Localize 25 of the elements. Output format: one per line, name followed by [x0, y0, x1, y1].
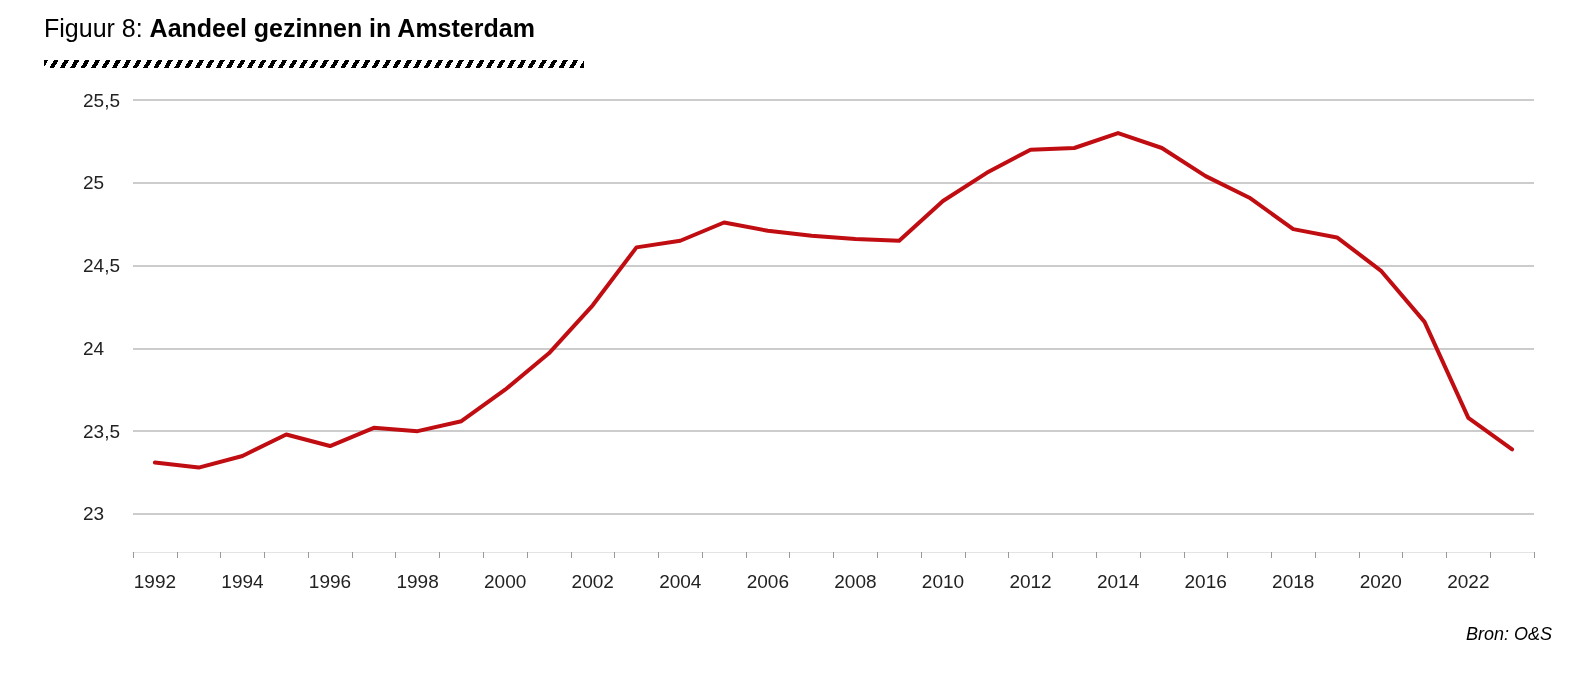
y-tick-label: 25,5 [83, 89, 120, 111]
x-tick-label: 2014 [1096, 571, 1140, 592]
x-tick-label: 1994 [221, 571, 265, 592]
text: Bron: O&S [1465, 624, 1552, 645]
x-tick-label: 1998 [396, 571, 439, 592]
x-tick-label: 2022 [1447, 571, 1490, 592]
x-tick-label: 2018 [1272, 571, 1315, 592]
y-tick-label: 24 [83, 337, 105, 359]
x-tick-label: 2012 [1009, 571, 1052, 592]
x-tick-label: 2006 [746, 571, 789, 592]
chart-title: Figuur 8: Aandeel gezinnen in Amsterdam [44, 14, 535, 43]
y-tick-label: 23,5 [83, 420, 120, 442]
y-tick-label: 23 [83, 503, 105, 525]
x-tick-label: 2020 [1359, 571, 1402, 592]
x-tick-label: 2016 [1184, 571, 1227, 592]
x-tick-label: 2008 [834, 571, 877, 592]
x-tick-label: 2004 [659, 571, 702, 592]
line-series [152, 131, 1515, 470]
x-tick-label: 2010 [921, 571, 965, 592]
x-tick-label: 2002 [571, 571, 614, 592]
x-tick-label: 1992 [133, 571, 177, 592]
x-tick-label: 1996 [308, 571, 352, 592]
y-tick-label: 24,5 [83, 255, 120, 277]
x-tick-label: 2000 [484, 571, 527, 592]
y-tick-label: 25 [83, 172, 105, 194]
